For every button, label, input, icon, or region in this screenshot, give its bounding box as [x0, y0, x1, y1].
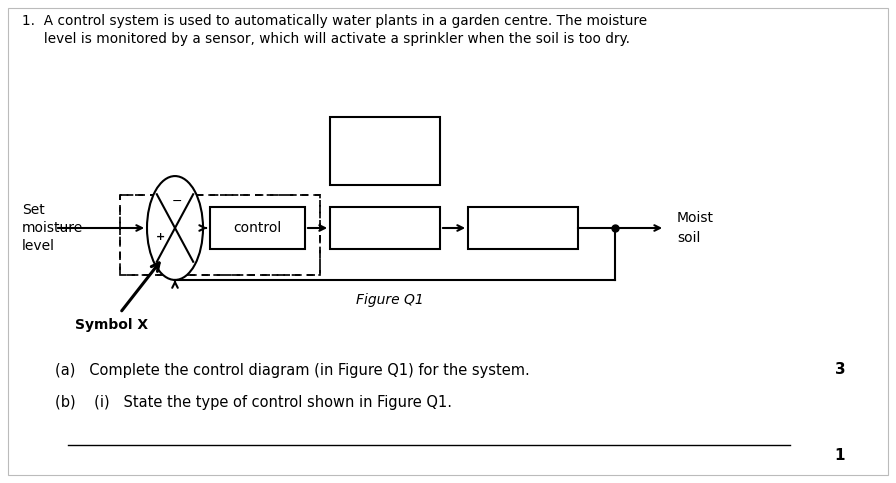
Text: moisture: moisture [22, 221, 83, 235]
Text: level is monitored by a sensor, which will activate a sprinkler when the soil is: level is monitored by a sensor, which wi… [22, 32, 630, 46]
Text: 1: 1 [835, 448, 845, 463]
Text: (a)   Complete the control diagram (in Figure Q1) for the system.: (a) Complete the control diagram (in Fig… [55, 363, 530, 378]
Text: soil: soil [677, 231, 701, 245]
Bar [468, 207, 578, 249]
Bar [120, 195, 320, 275]
Text: level: level [22, 239, 55, 253]
Text: 1.  A control system is used to automatically water plants in a garden centre. T: 1. A control system is used to automatic… [22, 14, 647, 28]
Text: Moist: Moist [677, 211, 714, 225]
Text: Set: Set [22, 203, 45, 217]
Text: +: + [156, 232, 165, 242]
Text: 3: 3 [835, 363, 845, 378]
Text: (b)    (i)   State the type of control shown in Figure Q1.: (b) (i) State the type of control shown … [55, 395, 452, 410]
Text: control: control [233, 221, 281, 235]
Text: Symbol X: Symbol X [75, 318, 148, 332]
Text: Figure Q1: Figure Q1 [356, 293, 424, 307]
Bar [330, 207, 440, 249]
Ellipse shape [147, 176, 203, 280]
Text: −: − [172, 195, 183, 208]
Bar [120, 195, 320, 275]
Bar [210, 207, 305, 249]
Bar [330, 117, 440, 185]
